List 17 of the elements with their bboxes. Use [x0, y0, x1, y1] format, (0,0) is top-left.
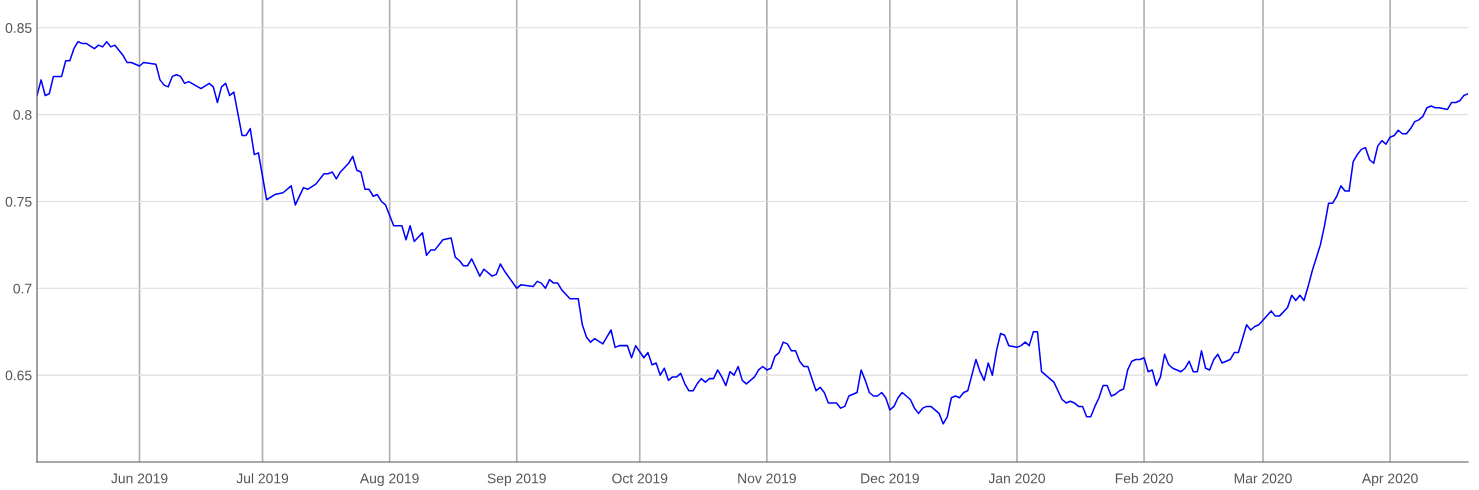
x-tick-label: Feb 2020: [1115, 473, 1173, 484]
x-tick-label: Nov 2019: [738, 473, 796, 484]
y-tick-label: 0.75: [5, 196, 32, 207]
x-tick-label: Oct 2019: [612, 473, 668, 484]
x-tick-label: Mar 2020: [1234, 473, 1292, 484]
y-tick-label: 0.65: [5, 370, 32, 381]
y-tick-label: 0.85: [5, 23, 32, 33]
x-tick-label: Apr 2020: [1361, 473, 1418, 487]
x-tick-label: Jun 2019: [111, 473, 168, 484]
x-tick-label: Aug 2019: [359, 473, 419, 487]
x-tick-label: Jul 2019: [236, 473, 289, 484]
line-series: [37, 40, 1468, 425]
y-tick-label: 0.8: [13, 109, 32, 120]
y-tick-label: 0.7: [13, 283, 32, 294]
x-tick-label: Sep 2019: [487, 473, 546, 487]
x-tick-label: Dec 2019: [861, 473, 919, 484]
x-tick-label: Jan 2020: [988, 473, 1045, 484]
